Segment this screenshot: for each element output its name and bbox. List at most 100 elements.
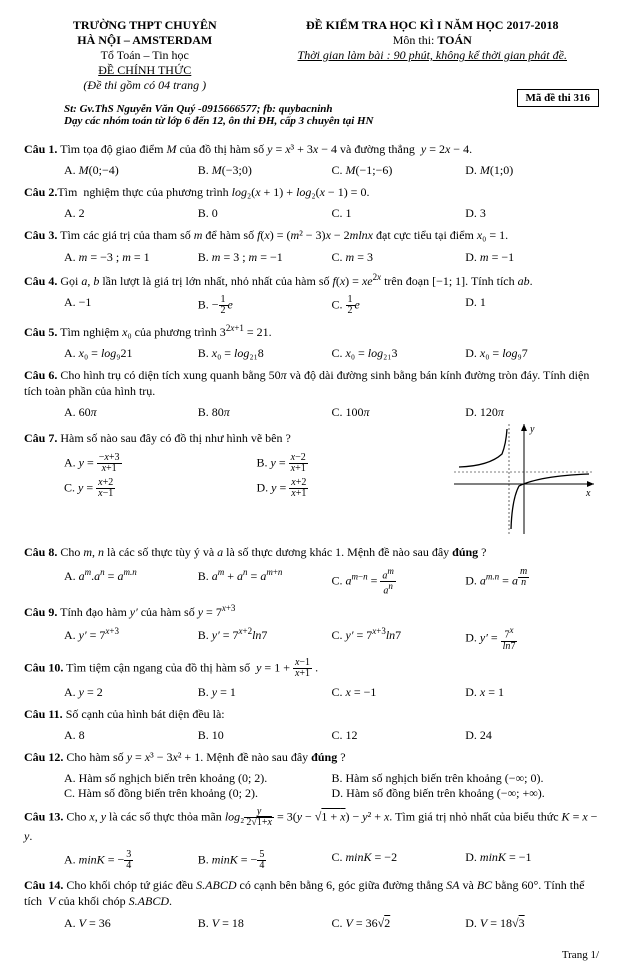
q10-options: A. y = 2 B. y = 1 C. x = −1 D. x = 1 — [64, 685, 599, 700]
svg-text:y: y — [529, 424, 535, 435]
q13-opt-d: D. minK = −1 — [465, 850, 599, 871]
q3-opt-c: C. m = 3 — [332, 250, 466, 265]
q7-opt-d: D. y = x+2x+1 — [257, 478, 450, 499]
question-4: Câu 4. Gọi a, b lần lượt là giá trị lớn … — [24, 271, 599, 289]
q2-opt-a: A. 2 — [64, 206, 198, 221]
hyperbola-graph: x y — [454, 424, 594, 534]
subject-line: Môn thi: Môn thi: TOÁNTOÁN — [266, 33, 600, 48]
q5-opt-d: D. x₀ = log₉7 — [465, 346, 599, 361]
question-10: Câu 10. Tìm tiệm cận ngang của đồ thị hà… — [24, 658, 599, 679]
q12-opt-a: A. Hàm số nghịch biến trên khoảng (0; 2)… — [64, 771, 332, 786]
q12-options: A. Hàm số nghịch biến trên khoảng (0; 2)… — [64, 771, 599, 801]
q7-opt-a: A. y = −x+3x+1 — [64, 453, 257, 474]
question-8: Câu 8. Cho m, n là các số thực tùy ý và … — [24, 544, 599, 560]
q8-opt-d: D. am.n = amn — [465, 567, 599, 597]
q5-options: A. x₀ = log₉21 B. x₀ = log₂₁8 C. x₀ = lo… — [64, 346, 599, 361]
question-3: Câu 3. Tìm các giá trị của tham số m để … — [24, 227, 599, 243]
question-9: Câu 9. Tính đạo hàm y′ của hàm số y = 7x… — [24, 602, 599, 620]
q7-opt-b: B. y = x−2x+1 — [257, 453, 450, 474]
q5-opt-b: B. x₀ = log₂₁8 — [198, 346, 332, 361]
q2-options: A. 2 B. 0 C. 1 D. 3 — [64, 206, 599, 221]
q14-opt-d: D. V = 18√3 — [465, 916, 599, 931]
q8-options: A. am.an = am.n B. am + an = am+n C. am−… — [64, 567, 599, 597]
q3-opt-b: B. m = 3 ; m = −1 — [198, 250, 332, 265]
q10-opt-d: D. x = 1 — [465, 685, 599, 700]
question-6: Câu 6. Cho hình trụ có diện tích xung qu… — [24, 367, 599, 399]
q3-options: A. m = −3 ; m = 1 B. m = 3 ; m = −1 C. m… — [64, 250, 599, 265]
q8-opt-b: B. am + an = am+n — [198, 567, 332, 597]
question-12: Câu 12. Cho hàm số y = x³ − 3x² + 1. Mện… — [24, 749, 599, 765]
department: Tổ Toán – Tin học — [24, 48, 266, 63]
q1-options: A. M(0;−4) B. M(−3;0) C. M(−1;−6) D. M(1… — [64, 163, 599, 178]
exam-code: Mã đề thi 316 — [517, 89, 599, 107]
question-11: Câu 11. Số cạnh của hình bát diện đều là… — [24, 706, 599, 722]
q6-opt-a: A. 60π — [64, 405, 198, 420]
q6-opt-c: C. 100π — [332, 405, 466, 420]
question-7: Câu 7. Hàm số nào sau đây có đồ thị như … — [24, 430, 449, 446]
q13-opt-a: A. minK = −34 — [64, 850, 198, 871]
q11-opt-a: A. 8 — [64, 728, 198, 743]
q6-options: A. 60π B. 80π C. 100π D. 120π — [64, 405, 599, 420]
q1-opt-d: D. M(1;0) — [465, 163, 599, 178]
school-name: TRƯỜNG THPT CHUYÊN — [24, 18, 266, 33]
q6-opt-b: B. 80π — [198, 405, 332, 420]
q4-opt-b: B. −12e — [198, 295, 332, 316]
note-line-1: St: Gv.ThS Nguyễn Văn Quý -0915666577; f… — [64, 103, 374, 115]
q5-opt-a: A. x₀ = log₉21 — [64, 346, 198, 361]
q14-opt-c: C. V = 36√2 — [332, 916, 466, 931]
q7-options-row1: A. y = −x+3x+1 B. y = x−2x+1 — [64, 453, 449, 474]
question-1: Câu 1. Tìm tọa độ giao điểm M của đồ thị… — [24, 141, 599, 157]
q11-opt-d: D. 24 — [465, 728, 599, 743]
school-name-2: HÀ NỘI – AMSTERDAM — [24, 33, 266, 48]
q8-opt-c: C. am−n = aman — [332, 567, 466, 597]
exam-time: Thời gian làm bài : 90 phút, không kể th… — [266, 48, 600, 63]
svg-text:x: x — [585, 488, 591, 499]
q4-options: A. −1 B. −12e C. 12e D. 1 — [64, 295, 599, 316]
question-14: Câu 14. Cho khối chóp tứ giác đều S.ABCD… — [24, 877, 599, 909]
q6-opt-d: D. 120π — [465, 405, 599, 420]
graph-container: x y — [449, 424, 599, 538]
q3-opt-a: A. m = −3 ; m = 1 — [64, 250, 198, 265]
q9-opt-a: A. y′ = 7x+3 — [64, 626, 198, 651]
q11-options: A. 8 B. 10 C. 12 D. 24 — [64, 728, 599, 743]
official-label: ĐỀ CHÍNH THỨC — [24, 63, 266, 78]
note-line-2: Dạy các nhóm toán từ lớp 6 đến 12, ôn th… — [64, 115, 374, 127]
q4-opt-c: C. 12e — [332, 295, 466, 316]
page-count: (Đề thi gồm có 04 trang ) — [24, 78, 266, 93]
q13-options: A. minK = −34 B. minK = −54 C. minK = −2… — [64, 850, 599, 871]
question-13: Câu 13. Cho x, y là các số thực thỏa mãn… — [24, 807, 599, 844]
q10-opt-a: A. y = 2 — [64, 685, 198, 700]
q4-opt-d: D. 1 — [465, 295, 599, 316]
q3-opt-d: D. m = −1 — [465, 250, 599, 265]
document-header: TRƯỜNG THPT CHUYÊN HÀ NỘI – AMSTERDAM Tổ… — [24, 18, 599, 93]
q2-opt-d: D. 3 — [465, 206, 599, 221]
q4-opt-a: A. −1 — [64, 295, 198, 316]
q5-opt-c: C. x₀ = log₂₁3 — [332, 346, 466, 361]
q14-options: A. V = 36 B. V = 18 C. V = 36√2 D. V = 1… — [64, 916, 599, 931]
question-7-block: Câu 7. Hàm số nào sau đây có đồ thị như … — [24, 424, 599, 538]
q9-opt-b: B. y′ = 7x+2ln7 — [198, 626, 332, 651]
q12-opt-b: B. Hàm số nghịch biến trên khoảng (−∞; 0… — [332, 771, 600, 786]
q10-opt-c: C. x = −1 — [332, 685, 466, 700]
question-5: Câu 5. Tìm nghiệm x₀ của phương trình 32… — [24, 322, 599, 340]
q9-opt-d: D. y′ = 7xln7 — [465, 626, 599, 651]
exam-title: ĐỀ KIỂM TRA HỌC KÌ I NĂM HỌC 2017-2018 — [266, 18, 600, 33]
q1-opt-c: C. M(−1;−6) — [332, 163, 466, 178]
header-left: TRƯỜNG THPT CHUYÊN HÀ NỘI – AMSTERDAM Tổ… — [24, 18, 266, 93]
header-right: ĐỀ KIỂM TRA HỌC KÌ I NĂM HỌC 2017-2018 M… — [266, 18, 600, 93]
q10-opt-b: B. y = 1 — [198, 685, 332, 700]
q11-opt-c: C. 12 — [332, 728, 466, 743]
q12-opt-d: D. Hàm số đồng biến trên khoảng (−∞; +∞)… — [332, 786, 600, 801]
q7-options-row2: C. y = x+2x−1 D. y = x+2x+1 — [64, 478, 449, 499]
q11-opt-b: B. 10 — [198, 728, 332, 743]
q12-opt-c: C. Hàm số đồng biến trên khoảng (0; 2). — [64, 786, 332, 801]
page-footer: Trang 1/ — [24, 949, 599, 961]
q14-opt-a: A. V = 36 — [64, 916, 198, 931]
q9-opt-c: C. y′ = 7x+3ln7 — [332, 626, 466, 651]
q2-opt-b: B. 0 — [198, 206, 332, 221]
q14-opt-b: B. V = 18 — [198, 916, 332, 931]
q7-opt-c: C. y = x+2x−1 — [64, 478, 257, 499]
q2-opt-c: C. 1 — [332, 206, 466, 221]
q9-options: A. y′ = 7x+3 B. y′ = 7x+2ln7 C. y′ = 7x+… — [64, 626, 599, 651]
q8-opt-a: A. am.an = am.n — [64, 567, 198, 597]
